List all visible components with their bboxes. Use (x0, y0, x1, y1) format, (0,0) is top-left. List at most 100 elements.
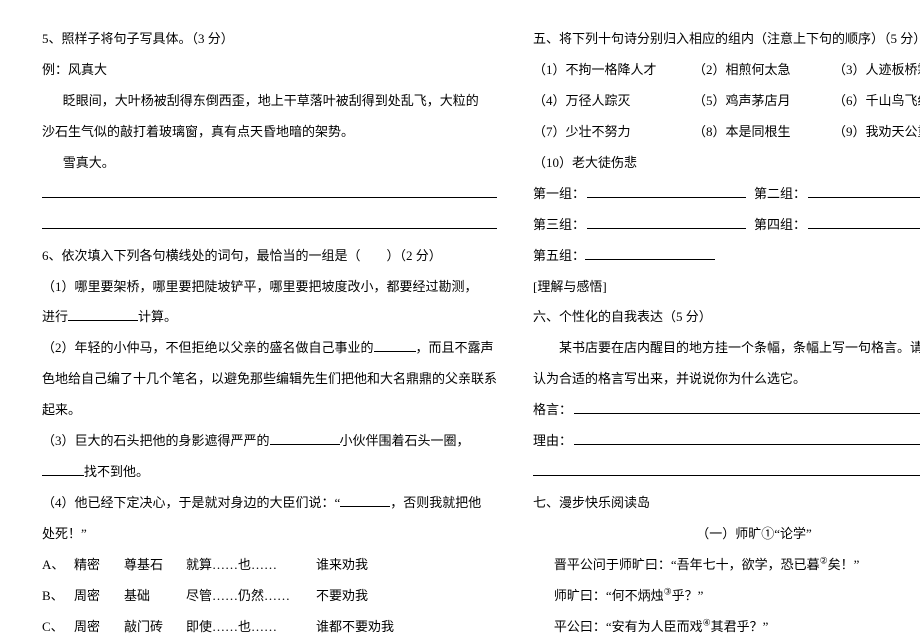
q5-prompt: 雪真大。 (42, 148, 497, 179)
opt-a-1: 精密 (74, 550, 124, 581)
q7-subtitle: （一）师旷①“论学” (533, 519, 920, 550)
q6-s3-blank2[interactable] (42, 462, 84, 476)
g1-blank[interactable] (587, 184, 746, 198)
q6-s3a-pre: （3）巨大的石头把他的身影遮得严严的 (42, 433, 270, 448)
opt-a-4: 谁来劝我 (316, 550, 368, 581)
q6-s3b-text: 找不到他。 (84, 464, 149, 479)
q6-s2b: 色地给自己编了十几个笔名，以避免那些编辑先生们把他和大名鼎鼎的父亲联系 (42, 364, 497, 395)
q6-s1a: （1）哪里要架桥，哪里要把陡坡铲平，哪里要把坡度改小，都要经过勘测， (42, 272, 497, 303)
q6-s1b-pre: 进行 (42, 309, 68, 324)
q6-option-c[interactable]: C、 周密 敲门砖 即使……也…… 谁都不要劝我 (42, 612, 497, 637)
opt-c-key: C、 (42, 612, 74, 637)
q6-s4a-pre: （4）他已经下定决心，于是就对身边的大臣们说：“ (42, 495, 340, 510)
q6-s3-blank1[interactable] (270, 431, 340, 445)
page-root: 5、照样子将句子写具体。（3 分） 例：风真大 眨眼间，大叶杨被刮得东倒西歪，地… (0, 0, 920, 637)
q6-s2c: 起来。 (42, 395, 497, 426)
q5-example-body-2: 沙石生气似的敲打着玻璃窗，真有点天昏地暗的架势。 (42, 117, 497, 148)
opt-a-2: 尊基石 (124, 550, 186, 581)
group-row-1: 第一组： 第二组： (533, 179, 920, 210)
poem-6: （6）千山鸟飞绝 (833, 86, 920, 117)
q5r-row1: （1）不拘一格降人才 （2）相煎何太急 （3）人迹板桥霜 (533, 55, 920, 86)
opt-c-2: 敲门砖 (124, 612, 186, 637)
poem-2: （2）相煎何太急 (693, 55, 833, 86)
q6-option-a[interactable]: A、 精密 尊基石 就算……也…… 谁来劝我 (42, 550, 497, 581)
q5-example-label: 例：风真大 (42, 55, 497, 86)
p3-b: 其君乎？” (711, 619, 769, 634)
poem-9: （9）我劝天公重抖擞 (833, 117, 920, 148)
q5r-row3: （7）少壮不努力 （8）本是同根生 （9）我劝天公重抖擞 (533, 117, 920, 148)
q5-example-body-1: 眨眼间，大叶杨被刮得东倒西歪，地上干草落叶被刮得到处乱飞，大粒的 (42, 86, 497, 117)
q6-s4a: （4）他已经下定决心，于是就对身边的大臣们说：“ ，否则我就把他 (42, 488, 497, 519)
opt-b-3: 尽管……仍然…… (186, 581, 316, 612)
group-row-3: 第五组： (533, 241, 920, 272)
passage-p1: 晋平公问于师旷曰：“吾年七十，欲学，恐已暮②矣！” (533, 550, 920, 581)
p1-a: 晋平公问于师旷曰：“吾年七十，欲学，恐已暮 (554, 557, 820, 572)
g2-label: 第二组： (754, 179, 806, 210)
p3-a: 平公曰：“安有为人臣而戏 (554, 619, 703, 634)
p2-b: 乎？” (672, 588, 704, 603)
passage-p3: 平公曰：“安有为人臣而戏④其君乎？” (533, 612, 920, 637)
poem-1: （1）不拘一格降人才 (533, 55, 693, 86)
g5-blank[interactable] (585, 246, 715, 260)
sup-4-icon: ④ (703, 617, 711, 627)
q6r-body2: 认为合适的格言写出来，并说说你为什么选它。 (533, 364, 920, 395)
opt-c-3: 即使……也…… (186, 612, 316, 637)
g4-label: 第四组： (754, 210, 806, 241)
q5r-title: 五、将下列十句诗分别归入相应的组内（注意上下句的顺序）（5 分） (533, 24, 920, 55)
q6-s1-blank[interactable] (68, 307, 138, 321)
q6r-body1: 某书店要在店内醒目的地方挂一个条幅，条幅上写一句格言。请你把自己 (533, 333, 920, 364)
q6-s3b: 找不到他。 (42, 457, 497, 488)
q6-s2a: （2）年轻的小仲马，不但拒绝以父亲的盛名做自己事业的 ，而且不露声 (42, 333, 497, 364)
liyou-blank-2[interactable] (533, 457, 920, 488)
g5-label: 第五组： (533, 241, 585, 272)
geyan-label: 格言： (533, 395, 572, 426)
liyou-row: 理由： (533, 426, 920, 457)
opt-b-key: B、 (42, 581, 74, 612)
passage-p2: 师旷曰：“何不炳烛③乎？” (533, 581, 920, 612)
g2-blank[interactable] (808, 184, 920, 198)
geyan-blank[interactable] (574, 400, 920, 414)
p2-a: 师旷曰：“何不炳烛 (554, 588, 664, 603)
q7-title: 七、漫步快乐阅读岛 (533, 488, 920, 519)
poem-5: （5）鸡声茅店月 (693, 86, 833, 117)
q6-s3a: （3）巨大的石头把他的身影遮得严严的小伙伴围着石头一圈， (42, 426, 497, 457)
poem-8: （8）本是同根生 (693, 117, 833, 148)
g4-blank[interactable] (808, 215, 920, 229)
sup-3-icon: ③ (664, 587, 672, 597)
g3-label: 第三组： (533, 210, 585, 241)
q6-s2a-pre: （2）年轻的小仲马，不但拒绝以父亲的盛名做自己事业的 (42, 340, 374, 355)
g1-label: 第一组： (533, 179, 585, 210)
poem-4: （4）万径人踪灭 (533, 86, 693, 117)
liyou-blank[interactable] (574, 431, 920, 445)
q6-s1b: 进行 计算。 (42, 302, 497, 333)
q6-s1b-post: 计算。 (138, 309, 177, 324)
q6-title: 6、依次填入下列各句横线处的词句，最恰当的一组是（ ）（2 分） (42, 241, 497, 272)
q5-title: 5、照样子将句子写具体。（3 分） (42, 24, 497, 55)
q6-s4-blank[interactable] (340, 493, 390, 507)
opt-b-4: 不要劝我 (316, 581, 368, 612)
poem-7: （7）少壮不努力 (533, 117, 693, 148)
q6-s2-blank[interactable] (374, 338, 416, 352)
opt-a-key: A、 (42, 550, 74, 581)
q6-option-b[interactable]: B、 周密 基础 尽管……仍然…… 不要劝我 (42, 581, 497, 612)
left-column: 5、照样子将句子写具体。（3 分） 例：风真大 眨眼间，大叶杨被刮得东倒西歪，地… (42, 24, 515, 617)
q5r-row4: （10）老大徒伤悲 (533, 148, 920, 179)
q6-s2a-post: ，而且不露声 (416, 340, 494, 355)
group-row-2: 第三组： 第四组： (533, 210, 920, 241)
q5r-row2: （4）万径人踪灭 （5）鸡声茅店月 （6）千山鸟飞绝 (533, 86, 920, 117)
section-label: [理解与感悟] (533, 272, 920, 303)
sup-2-icon: ② (820, 556, 828, 566)
q5-answer-blank-2[interactable] (42, 210, 497, 241)
q6-s4a-post: ，否则我就把他 (390, 495, 481, 510)
opt-b-2: 基础 (124, 581, 186, 612)
q5-answer-blank-1[interactable] (42, 179, 497, 210)
geyan-row: 格言： (533, 395, 920, 426)
poem-3: （3）人迹板桥霜 (833, 55, 920, 86)
right-column: 五、将下列十句诗分别归入相应的组内（注意上下句的顺序）（5 分） （1）不拘一格… (515, 24, 920, 617)
q6-s4b: 处死！” (42, 519, 497, 550)
q6r-title: 六、个性化的自我表达（5 分） (533, 302, 920, 333)
opt-b-1: 周密 (74, 581, 124, 612)
q7-sub-text: （一）师旷①“论学” (696, 526, 812, 541)
opt-a-3: 就算……也…… (186, 550, 316, 581)
g3-blank[interactable] (587, 215, 746, 229)
